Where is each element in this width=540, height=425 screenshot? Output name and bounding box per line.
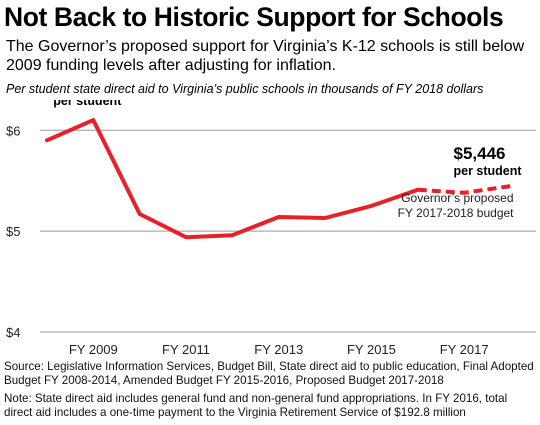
chart-description: Per student state direct aid to Virginia… <box>6 82 484 96</box>
annotation-proposed-note: Governor’s proposed <box>401 191 513 205</box>
x-tick-label: FY 2017 <box>440 342 489 357</box>
y-tick-label: $4 <box>6 325 20 340</box>
y-tick-label: $6 <box>6 123 20 138</box>
x-tick-label: FY 2015 <box>347 342 396 357</box>
annotation-proposed-note: FY 2017-2018 budget <box>398 206 515 220</box>
annotation-proposed-unit: per student <box>454 164 523 178</box>
chart-subtitle: The Governor’s proposed support for Virg… <box>6 38 525 74</box>
x-axis: FY 2009 FY 2011 FY 2013 FY 2015 FY 2017 <box>69 342 489 357</box>
x-tick-label: FY 2009 <box>69 342 118 357</box>
gridlines <box>40 129 536 333</box>
x-tick-label: FY 2011 <box>162 342 210 357</box>
chart-title: Not Back to Historic Support for Schools <box>4 2 504 32</box>
series-line-proposed <box>417 184 511 195</box>
y-tick-label: $5 <box>6 224 20 239</box>
source-note: Source: Legislative Information Services… <box>4 360 534 387</box>
line-chart: $4$5$6 FY 2009 FY 2011 FY 2013 FY 2015 FY 20… <box>6 100 536 357</box>
series-line-actual <box>45 118 420 240</box>
x-tick-label: FY 2013 <box>254 342 303 357</box>
footnote: Note: State direct aid includes general … <box>4 392 508 419</box>
series-lines <box>45 118 511 240</box>
annotation-peak-unit: per student <box>53 100 122 108</box>
y-axis: $4 $5 $6 <box>6 123 20 340</box>
annotation-proposed-value: $5,446 <box>454 144 506 163</box>
